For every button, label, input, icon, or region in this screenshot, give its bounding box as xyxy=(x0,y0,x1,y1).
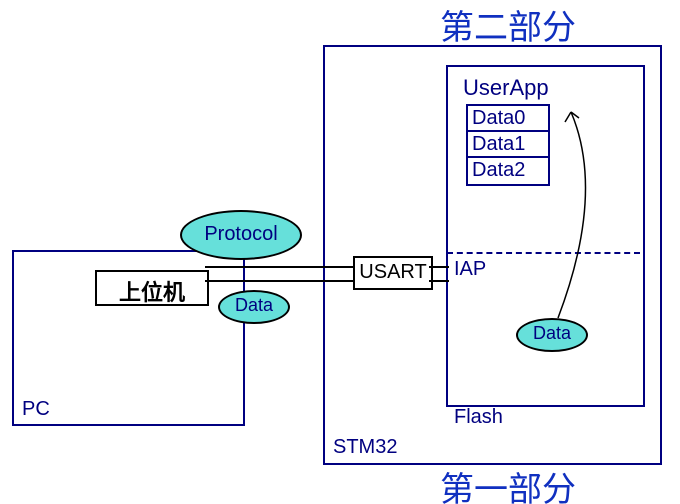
data-ellipse-left: Data xyxy=(218,290,290,324)
data2-text: Data2 xyxy=(472,159,525,182)
data0-text: Data0 xyxy=(472,107,525,130)
data2-box: Data2 xyxy=(466,156,550,186)
data-left-text: Data xyxy=(220,295,288,316)
title-part2-text: 第二部分 xyxy=(440,10,576,47)
data-ellipse-right: Data xyxy=(516,318,588,352)
title-part1-text: 第一部分 xyxy=(440,472,576,504)
upper-host-text: 上位机 xyxy=(97,275,207,307)
data1-text: Data1 xyxy=(472,133,525,156)
connector-usart-flash-top xyxy=(429,266,449,268)
userapp-label: UserApp xyxy=(463,75,549,101)
usart-text: USART xyxy=(355,261,431,284)
upper-host-box: 上位机 xyxy=(95,270,209,306)
flash-label: Flash xyxy=(454,406,503,429)
protocol-ellipse: Protocol xyxy=(180,210,302,260)
stm32-label: STM32 xyxy=(333,436,397,459)
data-right-text: Data xyxy=(518,323,586,344)
connector-pc-usart-bottom xyxy=(205,280,353,282)
flash-divider xyxy=(447,252,640,254)
title-part2: 第二部分 xyxy=(440,0,576,49)
protocol-text: Protocol xyxy=(182,223,300,246)
usart-box: USART xyxy=(353,256,433,290)
iap-label: IAP xyxy=(454,258,486,281)
connector-pc-usart-top xyxy=(205,266,353,268)
connector-usart-flash-bottom xyxy=(429,280,449,282)
title-part1: 第一部分 xyxy=(440,462,576,504)
pc-label: PC xyxy=(22,398,50,421)
